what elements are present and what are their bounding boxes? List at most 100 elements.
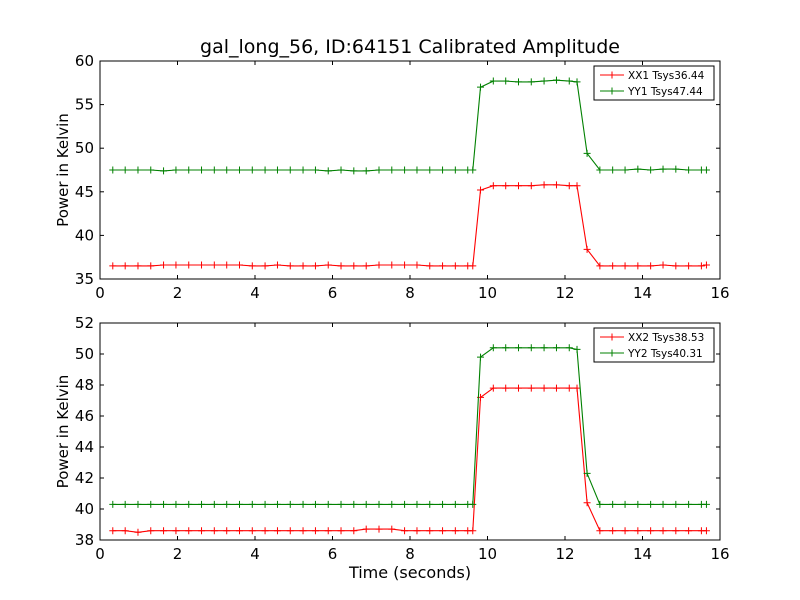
data-point-marker — [672, 527, 680, 535]
data-point-marker — [596, 166, 604, 174]
data-point-marker — [540, 181, 548, 189]
data-point-marker — [573, 384, 581, 392]
data-point-marker — [324, 500, 332, 508]
x-tick-label: 12 — [555, 545, 574, 563]
data-point-marker — [121, 500, 129, 508]
y-axis-label: Power in Kelvin — [54, 113, 72, 227]
data-point-marker — [426, 500, 434, 508]
data-point-marker — [362, 500, 370, 508]
data-point-marker — [286, 262, 294, 270]
data-point-marker — [609, 166, 617, 174]
data-point-marker — [185, 500, 193, 508]
data-point-marker — [469, 262, 477, 270]
x-tick-label: 0 — [95, 284, 105, 302]
data-point-marker — [388, 166, 396, 174]
data-point-marker — [634, 527, 642, 535]
data-point-marker — [248, 166, 256, 174]
data-point-marker — [502, 77, 510, 85]
data-point-marker — [362, 262, 370, 270]
legend-entry-label: XX2 Tsys38.53 — [628, 332, 704, 344]
data-point-marker — [634, 165, 642, 173]
data-point-marker — [198, 261, 206, 269]
data-point-marker — [596, 262, 604, 270]
data-point-marker — [609, 262, 617, 270]
data-point-marker — [185, 527, 193, 535]
x-tick-label: 16 — [710, 545, 729, 563]
y-tick-label: 50 — [75, 345, 94, 363]
data-point-marker — [489, 77, 497, 85]
data-point-marker — [685, 527, 693, 535]
data-point-marker — [337, 500, 345, 508]
data-point-marker — [172, 500, 180, 508]
y-tick-label: 44 — [75, 438, 94, 456]
data-point-marker — [515, 78, 522, 86]
data-point-marker — [299, 166, 307, 174]
legend-swatch-marker — [608, 333, 616, 341]
data-point-marker — [134, 262, 142, 270]
data-point-marker — [223, 527, 231, 535]
x-tick-label: 16 — [710, 284, 729, 302]
x-tick-label: 8 — [405, 545, 415, 563]
data-point-marker — [299, 262, 307, 270]
data-point-marker — [324, 167, 332, 175]
data-point-marker — [121, 166, 129, 174]
legend-box — [593, 327, 715, 363]
data-point-marker — [109, 500, 117, 508]
x-tick-label: 10 — [478, 545, 497, 563]
data-point-marker — [477, 186, 485, 194]
data-point-marker — [198, 527, 206, 535]
x-tick-label: 12 — [555, 284, 574, 302]
data-point-marker — [552, 344, 560, 352]
data-point-marker — [426, 262, 434, 270]
data-point-marker — [596, 527, 604, 535]
data-point-marker — [311, 500, 319, 508]
data-point-marker — [210, 166, 218, 174]
data-point-marker — [401, 500, 409, 508]
x-tick-label: 2 — [173, 284, 183, 302]
data-point-marker — [185, 166, 193, 174]
data-point-marker — [573, 345, 581, 353]
x-tick-label: 8 — [405, 284, 415, 302]
data-point-marker — [527, 384, 535, 392]
data-point-marker — [634, 500, 642, 508]
data-point-marker — [362, 167, 370, 175]
data-point-marker — [413, 166, 421, 174]
data-point-marker — [337, 166, 345, 174]
legend-swatch-marker — [608, 349, 616, 357]
data-point-marker — [477, 83, 485, 91]
chart-title: gal_long_56, ID:64151 Calibrated Amplitu… — [200, 36, 620, 58]
data-point-marker — [702, 261, 710, 269]
data-point-marker — [261, 527, 269, 535]
data-point-marker — [210, 261, 218, 269]
data-point-marker — [565, 77, 573, 85]
data-point-marker — [477, 353, 485, 361]
data-point-marker — [502, 182, 510, 190]
data-point-marker — [527, 78, 535, 86]
data-point-marker — [273, 166, 281, 174]
data-point-marker — [273, 500, 281, 508]
data-point-marker — [647, 500, 655, 508]
data-point-marker — [388, 525, 396, 533]
data-point-marker — [388, 261, 396, 269]
data-point-marker — [413, 261, 421, 269]
data-point-marker — [685, 262, 693, 270]
data-point-marker — [502, 384, 510, 392]
data-point-marker — [134, 500, 142, 508]
data-point-marker — [299, 527, 307, 535]
data-point-marker — [160, 500, 168, 508]
data-point-marker — [375, 166, 383, 174]
data-point-marker — [565, 384, 573, 392]
data-point-marker — [609, 500, 617, 508]
data-point-marker — [134, 166, 142, 174]
data-point-marker — [685, 166, 693, 174]
data-point-marker — [109, 262, 117, 270]
data-point-marker — [583, 469, 591, 477]
data-point-marker — [248, 262, 256, 270]
data-point-marker — [236, 500, 243, 508]
data-point-marker — [634, 262, 642, 270]
data-point-marker — [172, 166, 180, 174]
data-point-marker — [489, 384, 497, 392]
data-point-marker — [350, 262, 358, 270]
data-point-marker — [147, 262, 155, 270]
